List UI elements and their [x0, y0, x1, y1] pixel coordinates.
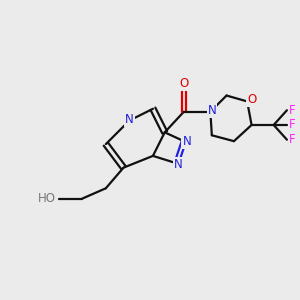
Text: F: F	[289, 118, 296, 131]
Text: O: O	[179, 77, 188, 90]
Text: F: F	[289, 104, 296, 117]
Text: F: F	[289, 133, 296, 146]
Text: N: N	[125, 112, 134, 126]
Text: HO: HO	[38, 192, 56, 205]
Text: N: N	[182, 135, 191, 148]
Text: N: N	[174, 158, 182, 171]
Text: O: O	[247, 93, 256, 106]
Text: N: N	[208, 104, 216, 117]
